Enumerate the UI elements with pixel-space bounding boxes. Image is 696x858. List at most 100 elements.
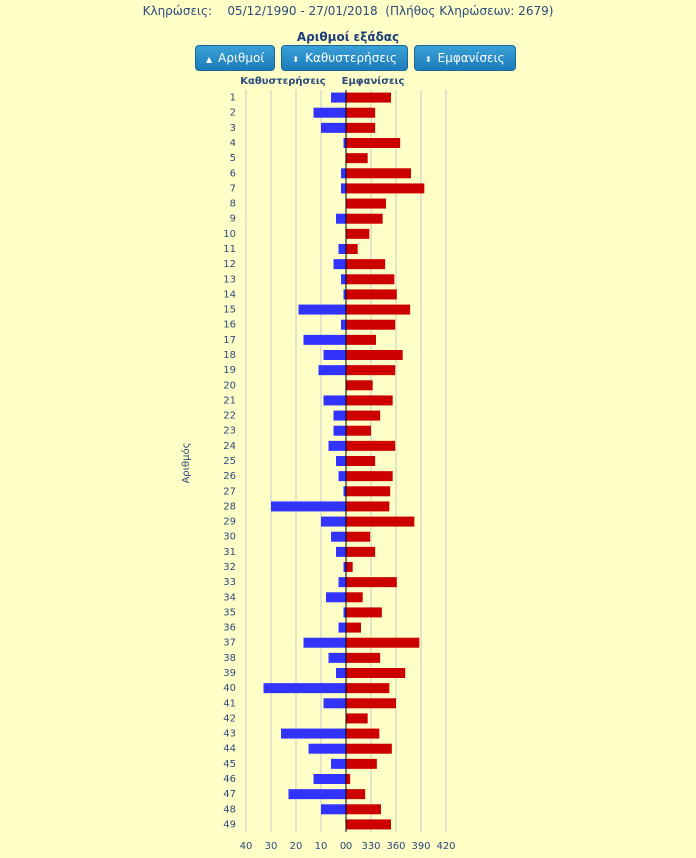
bar [346, 304, 411, 315]
y-tick-label: 36 [223, 623, 236, 634]
bar [288, 789, 346, 800]
bar [346, 365, 396, 376]
bar [346, 380, 373, 391]
bar [343, 289, 346, 300]
bar [346, 758, 377, 769]
y-tick-label: 43 [223, 729, 236, 740]
bar [326, 592, 346, 603]
bar [346, 652, 381, 663]
y-tick-label: 1 [230, 93, 236, 104]
y-tick-label: 4 [230, 138, 236, 149]
y-tick-label: 21 [223, 395, 236, 406]
bar [346, 774, 351, 784]
x-tick-label: 20 [290, 841, 303, 852]
bar [343, 607, 346, 618]
bar [271, 501, 346, 512]
bar [328, 440, 346, 451]
bar [346, 728, 380, 739]
y-tick-label: 35 [223, 607, 236, 618]
y-tick-label: 20 [223, 380, 236, 391]
bar [346, 713, 368, 724]
y-tick-label: 12 [223, 259, 236, 270]
y-tick-label: 38 [223, 653, 236, 664]
x-tick-label: 330 [361, 841, 380, 852]
bar [346, 274, 395, 285]
bar [346, 228, 370, 239]
y-tick-label: 13 [223, 274, 236, 285]
bar [343, 486, 346, 497]
bar [338, 244, 346, 254]
y-tick-label: 46 [223, 774, 236, 785]
bar [338, 577, 346, 588]
bar [346, 350, 403, 360]
bar [303, 334, 346, 345]
bar [313, 774, 346, 784]
bar [263, 683, 346, 694]
header-count: (Πλήθος Κληρώσεων: 2679) [385, 4, 554, 18]
y-tick-label: 39 [223, 668, 236, 679]
bar [346, 622, 361, 633]
bar [313, 107, 346, 118]
y-tick-label: 7 [230, 183, 236, 194]
y-tick-label: 25 [223, 456, 236, 467]
button-label: Εμφανίσεις [437, 51, 505, 65]
bar [346, 334, 376, 345]
y-tick-label: 22 [223, 411, 236, 422]
bar [346, 516, 415, 527]
button-bar: ▲ Αριθμοί ⬍ Καθυστερήσεις ⬍ Εμφανίσεις [195, 45, 516, 71]
series-label: Εμφανίσεις [342, 75, 405, 87]
bar [346, 637, 420, 648]
bar [346, 531, 371, 542]
y-tick-label: 23 [223, 426, 236, 437]
y-tick-label: 16 [223, 320, 236, 331]
y-tick-label: 45 [223, 759, 236, 770]
bar [346, 486, 391, 497]
bar [318, 365, 346, 376]
y-tick-label: 48 [223, 804, 236, 815]
bar [346, 698, 396, 709]
bar [346, 168, 411, 179]
bar [323, 395, 346, 406]
y-tick-label: 30 [223, 532, 236, 543]
y-tick-label: 29 [223, 517, 236, 528]
bar [338, 471, 346, 482]
x-tick-label: 360 [386, 841, 405, 852]
y-tick-label: 28 [223, 501, 236, 512]
bar [341, 274, 346, 285]
bar [346, 471, 393, 482]
button-label: Αριθμοί [218, 51, 265, 65]
bar [346, 244, 358, 254]
bar [346, 819, 391, 830]
x-tick-label: 420 [436, 841, 455, 852]
y-tick-label: 2 [230, 108, 236, 119]
bar [346, 668, 406, 678]
y-tick-label: 37 [223, 638, 236, 649]
bar [346, 153, 368, 164]
y-axis-label: Αριθμός [180, 442, 192, 483]
bar [323, 698, 346, 709]
bar [303, 637, 346, 648]
bar [346, 122, 376, 133]
y-tick-label: 3 [230, 123, 236, 134]
y-tick-label: 6 [230, 168, 236, 179]
bar [346, 683, 390, 694]
y-tick-label: 26 [223, 471, 236, 482]
y-tick-label: 40 [223, 683, 236, 694]
y-tick-label: 42 [223, 713, 236, 724]
bar [333, 410, 346, 421]
bar [338, 622, 346, 633]
header-label: Κληρώσεις: [142, 4, 213, 18]
sort-button[interactable]: ⬍ Καθυστερήσεις [281, 45, 408, 71]
bar [331, 758, 346, 769]
bar [321, 516, 346, 527]
bar [336, 213, 346, 224]
sort-button[interactable]: ▲ Αριθμοί [195, 45, 276, 71]
bar [346, 395, 393, 406]
bar [321, 804, 346, 815]
header: Κληρώσεις: 05/12/1990 - 27/01/2018 (Πλήθ… [0, 4, 696, 18]
y-tick-label: 11 [223, 244, 236, 255]
sort-button[interactable]: ⬍ Εμφανίσεις [413, 45, 516, 71]
bar [336, 668, 346, 678]
